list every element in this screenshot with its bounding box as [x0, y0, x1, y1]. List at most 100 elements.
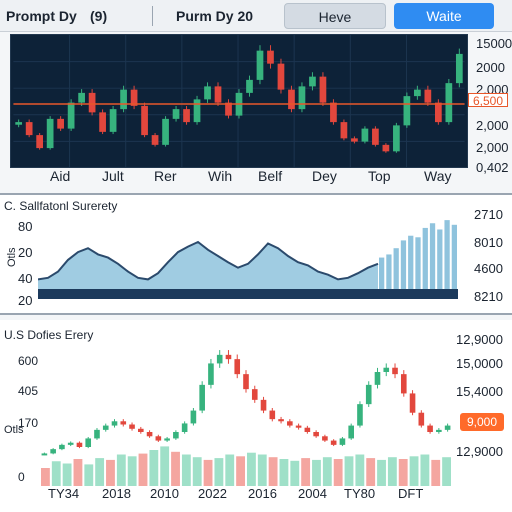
x-tick: DFT	[398, 486, 424, 501]
candlestick-chart-bottom[interactable]	[40, 338, 452, 486]
candle	[109, 109, 117, 132]
candle	[340, 122, 348, 139]
candle	[234, 359, 241, 375]
x-tick: Way	[424, 168, 452, 184]
area-chart[interactable]	[38, 213, 458, 299]
x-tick: Wih	[208, 168, 233, 184]
candle	[319, 76, 327, 103]
volume-bar	[301, 458, 311, 486]
x-tick: Aid	[50, 168, 71, 184]
x-tick: 2022	[198, 486, 227, 501]
candle	[424, 89, 432, 103]
volume-bar	[160, 446, 170, 486]
y-tick: 2,000	[476, 140, 509, 155]
volume-bar	[41, 468, 50, 486]
candle	[445, 83, 453, 123]
y-tick: 2710	[474, 207, 503, 222]
candle	[351, 138, 358, 142]
candle	[216, 354, 223, 364]
area-fill	[38, 242, 378, 299]
volume-bar	[377, 459, 386, 486]
bar	[400, 240, 407, 299]
candle	[309, 76, 316, 87]
bar	[429, 223, 436, 299]
price-tag: 9,000	[460, 413, 504, 431]
candle	[36, 135, 44, 149]
prompt-label: Prompt Dy	[6, 8, 77, 24]
y-tick: 20	[18, 293, 33, 308]
candle	[246, 79, 253, 93]
candle	[256, 50, 264, 80]
volume-bar	[116, 454, 126, 486]
volume-bar	[290, 460, 300, 486]
volume-bar	[312, 459, 321, 486]
candle	[162, 118, 169, 145]
have-button[interactable]: Heve	[284, 3, 386, 29]
candle	[418, 412, 425, 426]
candle	[427, 425, 433, 432]
y-tick: 15000	[476, 36, 512, 51]
candle	[298, 86, 306, 110]
candle	[288, 89, 295, 110]
axis-side-label: Otls	[6, 247, 18, 267]
candle	[277, 63, 285, 90]
candle	[287, 421, 293, 426]
candle	[130, 89, 138, 106]
prompt-count: (9)	[90, 8, 108, 24]
candle	[67, 442, 74, 445]
volume-bar	[398, 459, 408, 486]
candle	[193, 99, 201, 123]
candle	[59, 444, 65, 450]
volume-bar	[409, 456, 419, 486]
volume-bar	[268, 457, 278, 486]
candle	[348, 425, 354, 439]
volume-bar	[192, 457, 202, 486]
volume-bar	[181, 454, 191, 486]
y-tick: 0,402	[476, 160, 509, 175]
write-button[interactable]: Waite	[394, 3, 494, 29]
candlestick-panel-bottom: U.S Dofies Erery Otls 600 405 170 0 12,9…	[0, 320, 512, 512]
candle	[304, 427, 311, 432]
candle	[111, 421, 118, 426]
candle	[365, 384, 372, 405]
candle	[181, 423, 188, 432]
y-tick: 600	[18, 354, 39, 368]
bar	[379, 257, 385, 299]
candle	[372, 128, 379, 145]
candle	[199, 384, 205, 411]
axis-side-label: Otls	[4, 424, 24, 436]
candle	[57, 118, 64, 129]
y-tick: 8210	[474, 289, 503, 304]
candle	[434, 102, 442, 123]
y-tick: 15,4000	[456, 384, 503, 399]
volume-bar	[51, 461, 61, 486]
candle	[94, 429, 100, 439]
candle	[295, 425, 302, 428]
bar	[408, 235, 414, 299]
candle	[190, 410, 197, 424]
candle	[67, 102, 75, 129]
volume-bar	[214, 458, 224, 486]
y-tick: 8010	[474, 235, 503, 250]
bar	[451, 224, 457, 299]
y-tick: 80	[18, 219, 33, 234]
candle	[46, 118, 54, 149]
y-tick: 0	[18, 470, 25, 484]
volume-bar	[431, 459, 441, 486]
candle	[392, 367, 398, 375]
candle	[138, 428, 144, 432]
candlestick-chart-top[interactable]	[10, 34, 468, 168]
period-label: Purm Dy 20	[176, 8, 254, 24]
volume-bar	[127, 456, 137, 486]
candle	[15, 122, 23, 125]
volume-bar	[171, 451, 180, 486]
y-tick: 12,9000	[456, 444, 503, 459]
y-tick: 12,9000	[456, 332, 503, 347]
candle	[41, 453, 48, 456]
x-tick: 2018	[102, 486, 131, 501]
candle	[225, 102, 232, 116]
volume-bar	[355, 454, 365, 486]
bar	[415, 237, 421, 299]
candle	[172, 109, 180, 119]
candle	[374, 372, 381, 385]
